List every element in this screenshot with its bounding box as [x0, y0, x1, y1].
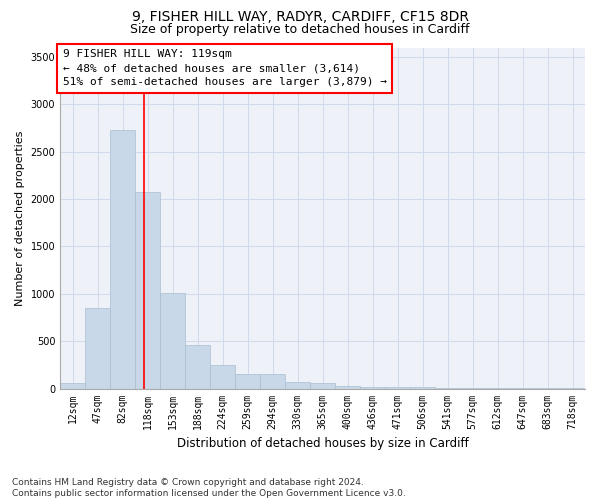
Bar — [235, 374, 260, 388]
Text: 9 FISHER HILL WAY: 119sqm
← 48% of detached houses are smaller (3,614)
51% of se: 9 FISHER HILL WAY: 119sqm ← 48% of detac… — [63, 49, 387, 87]
Bar — [135, 192, 160, 388]
Text: Contains HM Land Registry data © Crown copyright and database right 2024.
Contai: Contains HM Land Registry data © Crown c… — [12, 478, 406, 498]
Bar — [85, 308, 110, 388]
Y-axis label: Number of detached properties: Number of detached properties — [15, 130, 25, 306]
Bar — [285, 382, 310, 388]
Text: 9, FISHER HILL WAY, RADYR, CARDIFF, CF15 8DR: 9, FISHER HILL WAY, RADYR, CARDIFF, CF15… — [131, 10, 469, 24]
Bar — [360, 386, 385, 388]
Bar — [335, 386, 360, 388]
Bar — [110, 130, 135, 388]
Bar — [185, 345, 210, 389]
Bar — [260, 374, 285, 388]
X-axis label: Distribution of detached houses by size in Cardiff: Distribution of detached houses by size … — [177, 437, 469, 450]
Bar — [60, 383, 85, 388]
Bar — [385, 386, 410, 388]
Text: Size of property relative to detached houses in Cardiff: Size of property relative to detached ho… — [130, 22, 470, 36]
Bar — [410, 387, 435, 388]
Bar — [310, 384, 335, 388]
Bar — [160, 293, 185, 388]
Bar — [210, 365, 235, 388]
